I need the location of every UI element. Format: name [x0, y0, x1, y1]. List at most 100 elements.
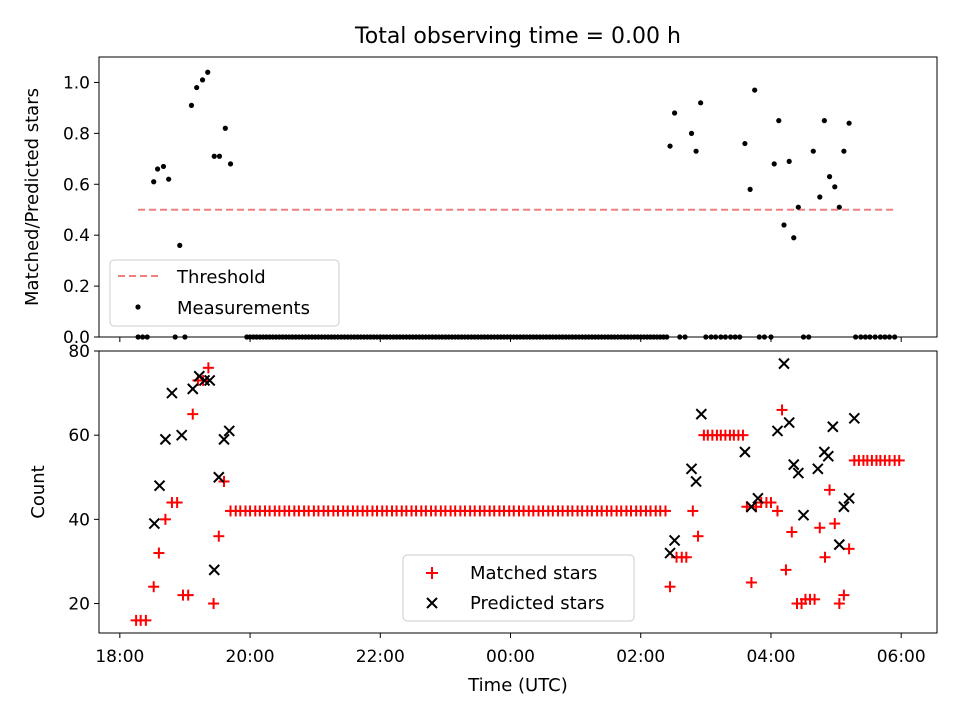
predicted-stars-point — [822, 450, 834, 462]
predicted-stars-point — [783, 416, 795, 429]
predicted-stars-point — [797, 509, 810, 521]
matched-stars-point — [687, 505, 699, 517]
predicted-stars-point — [187, 383, 199, 395]
matched-stars-point — [893, 454, 905, 466]
predicted-stars-point — [695, 408, 707, 420]
measurement-point — [826, 174, 833, 180]
predicted-stars-point — [213, 471, 225, 483]
predicted-stars-point — [218, 433, 230, 446]
predicted-stars-point — [771, 425, 784, 437]
predicted-stars-point — [745, 501, 758, 513]
y-tick-label: 80 — [68, 342, 90, 362]
matched-stars-point — [213, 530, 225, 542]
count-y-ticks: 20 40 60 80 — [68, 342, 99, 615]
measurement-point — [667, 143, 673, 149]
measurement-point — [832, 184, 838, 190]
matched-stars-point — [780, 564, 792, 576]
predicted-stars-point — [827, 421, 839, 433]
ratio-y-ticks: 0.0 0.2 0.4 0.6 0.8 1.0 — [63, 73, 99, 348]
threshold-legend-label: Threshold — [176, 267, 266, 288]
predicted-stars-point — [175, 429, 188, 441]
measurement-point — [211, 153, 217, 159]
y-tick-label: 0.0 — [63, 328, 90, 348]
predicted-stars-point — [685, 463, 698, 475]
predicted-stars-point — [833, 538, 846, 551]
measurement-point — [821, 118, 827, 124]
predicted-stars-legend-swatch — [426, 597, 438, 609]
predicted-stars-point — [788, 458, 800, 471]
x-tick-label: 02:00 — [616, 647, 665, 667]
measurement-point — [846, 120, 852, 126]
measurement-point — [781, 222, 787, 228]
measurement-point — [786, 158, 792, 164]
y-tick-label: 0.6 — [63, 175, 90, 195]
predicted-stars-point — [153, 479, 166, 492]
measurement-point — [205, 69, 211, 75]
matched-stars-point — [745, 576, 757, 588]
matched-stars-legend-label: Matched stars — [470, 563, 597, 584]
measurement-point — [166, 176, 172, 182]
measurement-point — [817, 194, 823, 200]
y-tick-label: 0.4 — [63, 226, 90, 246]
x-tick-label: 06:00 — [877, 647, 926, 667]
matched-stars-point — [680, 551, 692, 563]
predicted-stars-point — [203, 374, 216, 387]
x-tick-label: 20:00 — [226, 647, 275, 667]
ratio-x-ticks — [119, 337, 902, 342]
predicted-stars-point — [838, 501, 850, 513]
matched-stars-point — [833, 598, 845, 610]
y-tick-label: 40 — [68, 510, 90, 530]
count-x-ticks: 18:00 20:00 22:00 00:00 02:00 04:00 06:00 — [95, 633, 926, 667]
predicted-stars-point — [223, 425, 235, 437]
measurement-point — [791, 235, 797, 241]
predicted-stars-point — [166, 387, 178, 399]
x-axis-label: Time (UTC) — [467, 675, 568, 696]
predicted-stars-point — [690, 475, 702, 488]
predicted-stars-point — [208, 564, 220, 576]
count-plot-area — [130, 357, 905, 626]
predicted-stars-legend-label: Predicted stars — [470, 593, 604, 614]
measurement-point — [227, 161, 234, 167]
matched-stars-point — [824, 484, 836, 496]
measurement-point — [776, 118, 782, 124]
matched-stars-legend-swatch — [426, 567, 438, 579]
measurement-point — [160, 163, 167, 170]
matched-stars-series — [130, 362, 905, 626]
matched-stars-point — [659, 505, 671, 517]
ratio-y-axis-label: Matched/Predicted stars — [22, 88, 43, 306]
measurements-legend-label: Measurements — [177, 298, 310, 319]
measurement-point — [688, 130, 695, 136]
matched-stars-point — [786, 526, 798, 538]
measurement-point — [177, 242, 183, 248]
measurement-point — [810, 148, 816, 154]
matched-stars-point — [771, 505, 783, 517]
figure-title: Total observing time = 0.00 h — [354, 24, 681, 49]
measurement-point — [795, 204, 801, 210]
matched-stars-point — [208, 598, 220, 610]
measurement-point — [199, 77, 206, 83]
count-panel: 20 40 60 80 18:00 20:00 22:00 00:00 02:00 04:00 0… — [28, 342, 938, 696]
ratio-axes-frame — [98, 56, 938, 338]
matched-stars-point — [159, 513, 171, 525]
measurement-point — [698, 100, 704, 106]
predicted-stars-point — [198, 374, 211, 387]
matched-stars-point — [140, 614, 152, 626]
matched-stars-point — [664, 581, 676, 593]
matched-stars-point — [148, 581, 160, 593]
predicted-stars-point — [159, 433, 172, 446]
matched-stars-point — [809, 593, 821, 605]
x-tick-label: 04:00 — [746, 647, 795, 667]
measurement-point — [693, 148, 699, 154]
matched-stars-point — [829, 518, 841, 530]
matched-stars-point — [737, 429, 749, 441]
measurement-point — [194, 84, 200, 91]
matched-stars-point — [153, 547, 165, 559]
measurements-legend-swatch — [135, 304, 141, 310]
count-y-axis-label: Count — [28, 465, 49, 518]
measurement-point — [742, 140, 748, 147]
matched-stars-point — [202, 362, 214, 374]
matched-stars-point — [765, 497, 777, 509]
matched-stars-point — [819, 551, 831, 563]
predicted-stars-point — [752, 492, 764, 505]
